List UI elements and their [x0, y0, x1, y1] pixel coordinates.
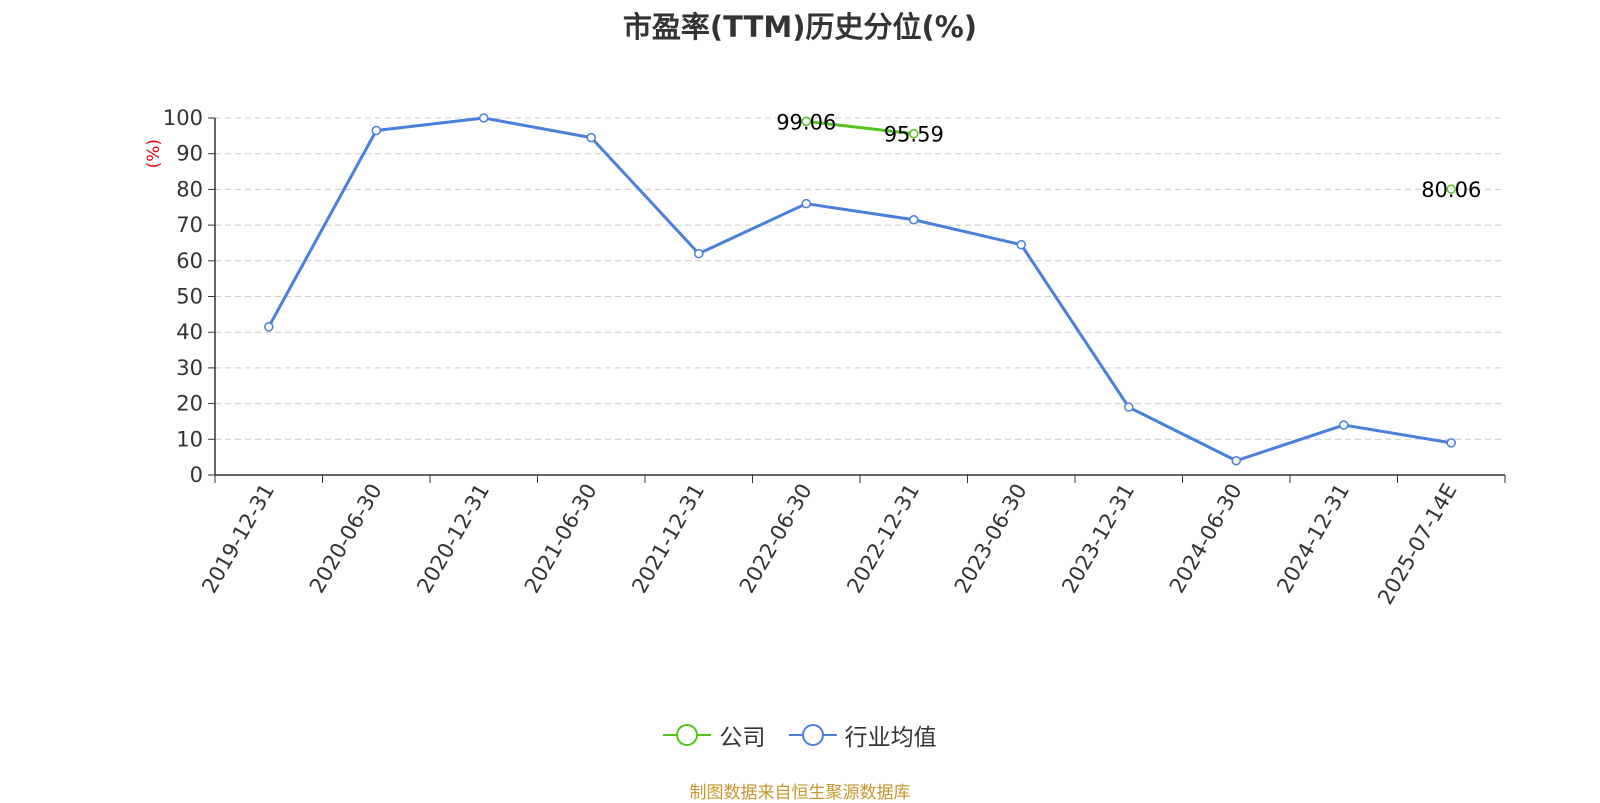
data-label: 80.06	[1421, 178, 1481, 202]
x-tick-label: 2025-07-14E	[1373, 480, 1461, 609]
x-tick-label: 2020-12-31	[412, 480, 494, 598]
x-tick-label: 2023-12-31	[1057, 480, 1139, 598]
data-point	[586, 132, 596, 143]
x-tick-label: 2019-12-31	[197, 480, 279, 598]
x-tick-label: 2024-06-30	[1165, 480, 1247, 598]
chart-title: 市盈率(TTM)历史分位(%)	[622, 10, 978, 44]
y-tick-label: 20	[176, 392, 203, 416]
x-tick-label: 2022-12-31	[842, 480, 924, 598]
y-tick-label: 50	[176, 285, 203, 309]
y-tick-label: 90	[176, 142, 203, 166]
legend-line-marker-icon	[788, 724, 837, 746]
legend-item-industry[interactable]: 行业均值	[788, 718, 937, 752]
x-tick-label: 2021-12-31	[627, 480, 709, 598]
data-point	[1231, 455, 1241, 466]
y-axis-unit: (%)	[144, 139, 164, 168]
data-point	[909, 128, 919, 139]
y-tick-label: 80	[176, 177, 203, 201]
y-tick-label: 30	[176, 356, 203, 380]
data-point	[694, 248, 704, 259]
x-tick-label: 2022-06-30	[735, 480, 817, 598]
legend-item-company[interactable]: 公司	[663, 718, 765, 752]
data-point	[1446, 438, 1456, 448]
data-point	[479, 113, 489, 123]
data-point	[801, 198, 811, 209]
data-label: 95.59	[884, 123, 944, 147]
data-point	[801, 116, 811, 127]
x-tick-label: 2020-06-30	[305, 480, 387, 598]
data-point	[909, 214, 919, 225]
y-tick-label: 100	[163, 106, 203, 130]
legend-label-industry: 行业均值	[844, 725, 937, 751]
x-tick-label: 2024-12-31	[1272, 480, 1354, 598]
x-tick-label: 2021-06-30	[520, 480, 602, 598]
legend: 公司 行业均值	[0, 718, 1600, 753]
data-label: 99.06	[776, 110, 836, 134]
x-tick-label: 2023-06-30	[950, 480, 1032, 598]
grid-lines	[215, 117, 1505, 440]
series-line-industry	[267, 116, 1452, 463]
legend-line-marker-icon	[663, 724, 712, 746]
y-tick-label: 60	[176, 249, 203, 273]
data-point	[1016, 239, 1026, 250]
y-tick-label: 70	[176, 213, 203, 237]
source-note: 制图数据来自恒生聚源数据库	[689, 783, 911, 803]
data-point	[1124, 402, 1134, 412]
data-point	[1446, 184, 1456, 194]
legend-label-company: 公司	[719, 725, 766, 751]
data-labels: 99.06 95.59 80.06	[776, 110, 1481, 202]
data-point	[371, 125, 381, 136]
y-tick-label: 0	[190, 463, 203, 487]
data-point	[264, 322, 274, 332]
series-lines	[264, 113, 1456, 466]
data-point	[1339, 420, 1349, 430]
y-tick-label: 40	[176, 320, 203, 344]
y-tick-label: 10	[176, 427, 203, 451]
